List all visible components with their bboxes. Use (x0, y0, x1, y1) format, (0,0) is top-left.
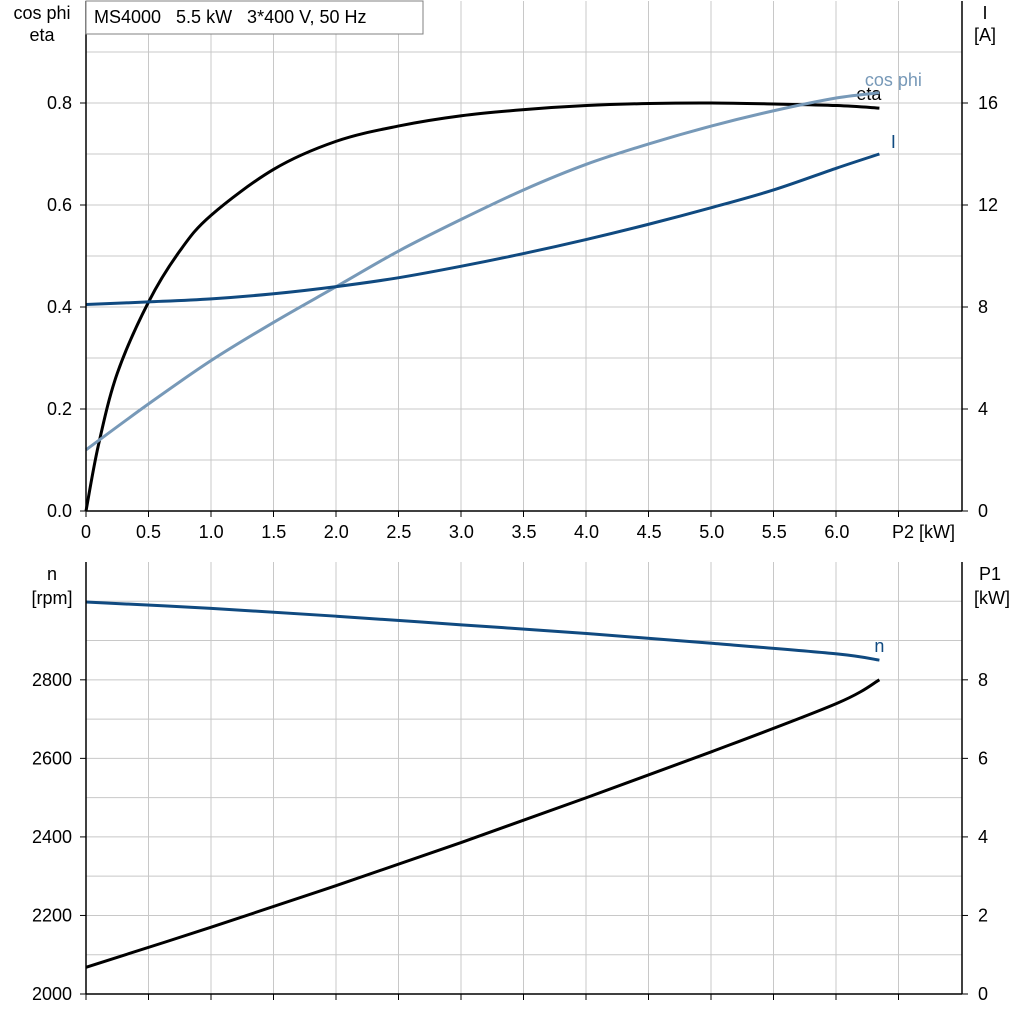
top-x-tick-label: 6.0 (824, 522, 849, 542)
bottom-right-tick-label: 2 (978, 905, 988, 925)
bottom-right-tick-label: 0 (978, 984, 988, 1004)
top-left-axis-label-line2: eta (29, 25, 55, 45)
bottom-series-n-line (85, 600, 880, 662)
bottom-right-axis-label-line2: [kW] (974, 588, 1010, 608)
top-left-tick-label: 0.2 (47, 399, 72, 419)
bottom-series-p1-line (85, 678, 881, 969)
bottom-right-tick-label: 6 (978, 748, 988, 768)
top-series-cos-phi-line (85, 91, 880, 452)
bottom-right-tick-label: 4 (978, 827, 988, 847)
bottom-right-tick-label: 8 (978, 670, 988, 690)
top-right-tick-label: 0 (978, 501, 988, 521)
top-x-tick-label: 0 (81, 522, 91, 542)
bottom-panel: n 2000 2200 2400 2600 2800 0 2 4 6 8 n [rpm] P1 [… (31, 562, 1010, 1004)
top-x-tick-label: 4.5 (637, 522, 662, 542)
top-left-tick-label: 0.8 (47, 93, 72, 113)
top-grid (86, 1, 962, 511)
bottom-tick-labels: 2000 2200 2400 2600 2800 0 2 4 6 8 (32, 670, 988, 1004)
top-series-eta-line (84, 101, 880, 512)
bottom-left-tick-label: 2400 (32, 827, 72, 847)
bottom-left-axis-label-line1: n (47, 564, 57, 584)
top-left-axis-label-line1: cos phi (13, 3, 70, 23)
top-series-cos-phi-label: cos phi (865, 70, 922, 90)
top-axes (80, 1, 968, 517)
top-right-tick-label: 12 (978, 195, 998, 215)
top-x-tick-label: 3.0 (449, 522, 474, 542)
top-right-tick-label: 8 (978, 297, 988, 317)
top-x-tick-label: 1.5 (261, 522, 286, 542)
bottom-grid (86, 562, 962, 994)
top-tick-labels: 0.0 0.2 0.4 0.6 0.8 0 4 8 12 16 0 0.5 1.0 1.5 2.0 2.5 3.… (47, 93, 998, 542)
bottom-axes (80, 562, 968, 1000)
bottom-left-tick-label: 2200 (32, 905, 72, 925)
top-x-tick-label: 5.5 (762, 522, 787, 542)
top-series-i-label: I (891, 132, 896, 152)
top-x-tick-label: 1.0 (199, 522, 224, 542)
top-right-axis-label-line1: I (982, 3, 987, 23)
bottom-left-tick-label: 2000 (32, 984, 72, 1004)
bottom-left-tick-label: 2600 (32, 748, 72, 768)
top-x-tick-label: 2.5 (386, 522, 411, 542)
bottom-left-tick-label: 2800 (32, 670, 72, 690)
x-axis-label: P2 [kW] (892, 522, 955, 542)
top-x-tick-label: 0.5 (136, 522, 161, 542)
top-left-tick-label: 0.4 (47, 297, 72, 317)
top-left-tick-label: 0.6 (47, 195, 72, 215)
chart-title: MS4000 5.5 kW 3*400 V, 50 Hz (94, 7, 367, 27)
top-right-tick-label: 4 (978, 399, 988, 419)
top-series-i-line (85, 152, 880, 306)
bottom-series-layer: n (85, 600, 884, 969)
top-x-tick-label: 2.0 (324, 522, 349, 542)
top-x-tick-label: 4.0 (574, 522, 599, 542)
bottom-series-n-label: n (874, 636, 884, 656)
top-right-tick-label: 16 (978, 93, 998, 113)
top-x-tick-label: 5.0 (699, 522, 724, 542)
top-left-tick-label: 0.0 (47, 501, 72, 521)
top-x-tick-label: 3.5 (511, 522, 536, 542)
chart-title-box (85, 0, 424, 35)
top-right-axis-label-line2: [A] (974, 25, 996, 45)
bottom-left-axis-label-line2: [rpm] (31, 588, 72, 608)
bottom-right-axis-label-line1: P1 (979, 564, 1001, 584)
